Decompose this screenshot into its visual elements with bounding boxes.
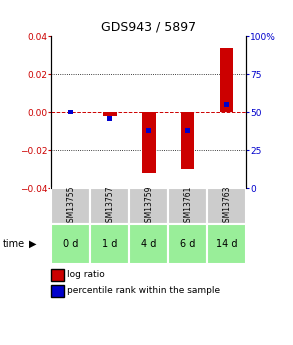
Bar [103,112,117,116]
Bar [51,188,90,224]
Text: GSM13755: GSM13755 [66,185,75,227]
Text: ▶: ▶ [29,239,37,249]
Text: time: time [3,239,25,249]
Text: GSM13763: GSM13763 [222,185,231,227]
Text: 14 d: 14 d [216,239,237,249]
Text: 6 d: 6 d [180,239,195,249]
Bar [185,128,190,133]
Text: percentile rank within the sample: percentile rank within the sample [67,286,221,295]
Bar [207,188,246,224]
Title: GDS943 / 5897: GDS943 / 5897 [101,21,196,34]
Bar [68,110,74,115]
Text: log ratio: log ratio [67,270,105,279]
Text: GSM13761: GSM13761 [183,185,192,227]
Text: GSM13759: GSM13759 [144,185,153,227]
Bar [168,224,207,264]
Bar [168,188,207,224]
Bar [142,112,156,173]
Bar [220,48,234,112]
Text: GSM13757: GSM13757 [105,185,114,227]
Bar [224,102,229,107]
Bar [90,224,129,264]
Text: 4 d: 4 d [141,239,156,249]
Bar [51,224,90,264]
Bar [207,224,246,264]
Bar [90,188,129,224]
Text: 1 d: 1 d [102,239,117,249]
Bar [146,128,151,133]
Bar [129,188,168,224]
Bar [181,112,195,169]
Text: 0 d: 0 d [63,239,79,249]
Bar [129,224,168,264]
Bar [107,116,113,120]
